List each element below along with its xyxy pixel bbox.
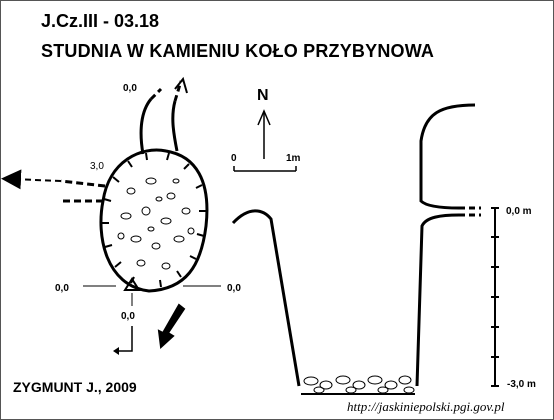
plan-depth-left: 0,0: [55, 283, 69, 294]
entrance-triangle-icon: [123, 277, 141, 291]
section-right-wall-lower: [415, 213, 460, 387]
source-url-link[interactable]: http://jaskiniepolski.pgi.gov.pl: [347, 399, 505, 414]
section-direction-icon: [119, 326, 133, 352]
plan-depth-bottom: 0,0: [121, 311, 135, 322]
scale-start-label: 0: [231, 153, 237, 164]
section-rubble: [303, 375, 415, 394]
cave-title: STUDNIA W KAMIENIU KOŁO PRZYBYNOWA: [41, 41, 435, 61]
north-arrow: [257, 109, 271, 159]
plan-view: [1, 76, 221, 355]
plan-depth-upper-left: 3,0: [90, 161, 104, 172]
entrance-arrow-icon: [157, 303, 186, 350]
plan-rubble: [117, 177, 195, 270]
depth-ruler: [491, 207, 499, 387]
scale-bar: [233, 166, 297, 172]
scale-end-label: 1m: [286, 153, 301, 164]
section-left-wall: [231, 209, 301, 387]
section-right-wall-upper: [419, 103, 476, 210]
plan-depth-top: 0,0: [123, 83, 137, 94]
plan-chamber-outline: [99, 148, 209, 293]
plan-wall-hachures: [102, 152, 206, 288]
north-label: N: [257, 87, 269, 104]
author-credit: ZYGMUNT J., 2009: [13, 379, 137, 395]
section-depth-top: 0,0 m: [506, 206, 532, 217]
cave-code: J.Cz.III - 03.18: [41, 11, 160, 31]
plan-left-passage: [60, 179, 106, 188]
section-view: [231, 103, 499, 395]
section-depth-bottom: -3,0 m: [507, 379, 536, 390]
plan-depth-right: 0,0: [227, 283, 241, 294]
plan-upper-passage: [139, 98, 153, 155]
